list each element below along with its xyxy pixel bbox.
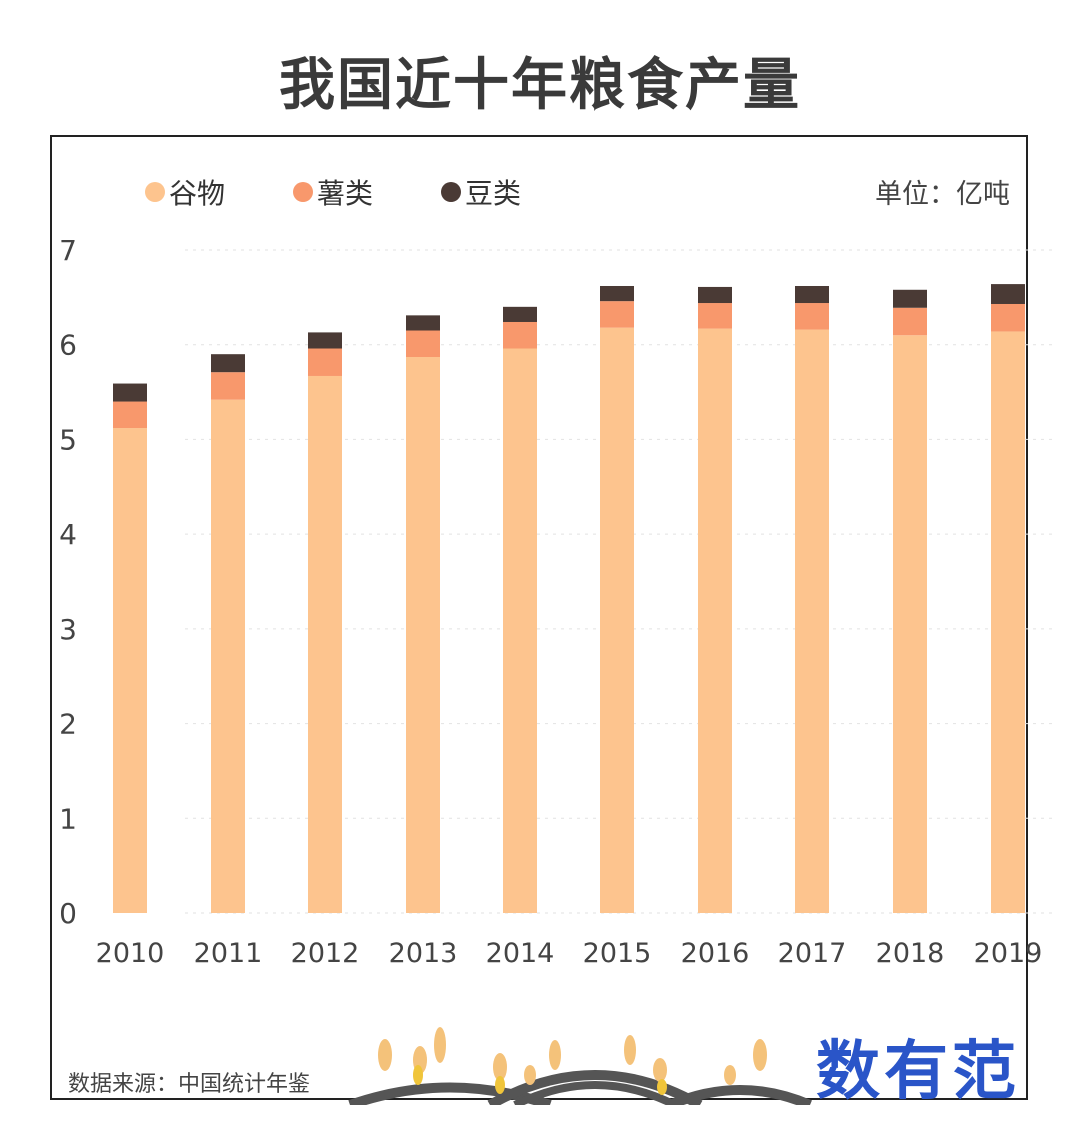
bar-segment-薯类-2012 (308, 348, 342, 376)
data-source: 数据来源：中国统计年鉴 (68, 1072, 311, 1097)
bar-segment-豆类-2017 (795, 285, 829, 304)
legend-label-cereal: 谷物 (169, 177, 226, 210)
bar-segment-豆类-2014 (503, 306, 537, 322)
bar-segment-谷物-2019 (991, 331, 1025, 913)
y-axis-ticks: 0 1 2 3 4 5 6 7 (59, 234, 77, 930)
bar-segment-薯类-2018 (893, 307, 927, 336)
bar-segment-豆类-2016 (698, 286, 732, 304)
x-tick-label: 2016 (681, 938, 750, 969)
bar-segment-谷物-2013 (406, 357, 440, 914)
bar-segment-豆类-2010 (113, 383, 147, 402)
x-axis-ticks: 2010 2011 2012 2013 2014 2015 2016 2017 2018 2019 (96, 938, 1043, 969)
bar-segment-谷物-2016 (698, 328, 732, 913)
bar-segment-豆类-2019 (991, 284, 1025, 304)
bar-segment-薯类-2014 (503, 321, 537, 349)
bar-segment-谷物-2014 (503, 348, 537, 913)
x-tick-label: 2015 (583, 938, 652, 969)
y-tick-label: 7 (59, 234, 77, 267)
bar-segment-豆类-2012 (308, 332, 342, 349)
bar-segment-谷物-2018 (893, 335, 927, 913)
x-tick-label: 2010 (96, 938, 165, 969)
y-tick-label: 2 (59, 708, 77, 741)
bar-segment-薯类-2016 (698, 303, 732, 329)
y-tick-label: 4 (59, 518, 77, 551)
bar-segment-薯类-2015 (600, 301, 634, 328)
bar-segment-谷物-2010 (113, 428, 147, 913)
legend: 谷物 薯类 豆类 (145, 172, 521, 212)
x-tick-label: 2019 (974, 938, 1043, 969)
brand-logo: 数有范 (816, 1035, 1020, 1109)
y-tick-label: 1 (59, 802, 77, 835)
x-tick-label: 2012 (291, 938, 360, 969)
x-tick-label: 2018 (876, 938, 945, 969)
bar-segment-豆类-2018 (893, 289, 927, 308)
legend-dot-cereal (145, 182, 165, 202)
bar-segment-谷物-2012 (308, 375, 342, 914)
bar-segment-薯类-2010 (113, 401, 147, 429)
x-tick-label: 2011 (194, 938, 263, 969)
bar-segment-谷物-2015 (600, 327, 634, 913)
y-tick-label: 0 (59, 897, 77, 930)
legend-item-tuber: 薯类 (293, 172, 373, 212)
legend-label-tuber: 薯类 (317, 177, 374, 210)
chart-title: 我国近十年粮食产量 (279, 53, 801, 118)
bar-segment-谷物-2017 (795, 329, 829, 913)
bar-segment-谷物-2011 (211, 399, 245, 913)
bars (113, 284, 1025, 914)
bar-segment-薯类-2011 (211, 372, 245, 400)
x-tick-label: 2014 (486, 938, 555, 969)
legend-dot-bean (441, 182, 462, 202)
bar-segment-豆类-2011 (211, 354, 245, 373)
bar-segment-豆类-2013 (406, 315, 440, 331)
legend-item-bean: 豆类 (441, 172, 521, 212)
legend-item-cereal: 谷物 (145, 172, 225, 212)
unit-label: 单位：亿吨 (875, 179, 1010, 210)
wheat-decoration (348, 1027, 812, 1105)
x-tick-label: 2013 (389, 938, 458, 969)
bar-segment-豆类-2015 (600, 285, 634, 302)
y-tick-label: 5 (59, 423, 77, 456)
x-tick-label: 2017 (778, 938, 847, 969)
y-tick-label: 3 (59, 613, 77, 646)
legend-label-bean: 豆类 (465, 177, 522, 210)
bar-segment-薯类-2013 (406, 330, 440, 358)
bar-segment-薯类-2017 (795, 303, 829, 330)
y-tick-label: 6 (59, 329, 77, 362)
legend-dot-tuber (293, 182, 314, 202)
bar-segment-薯类-2019 (991, 303, 1025, 332)
